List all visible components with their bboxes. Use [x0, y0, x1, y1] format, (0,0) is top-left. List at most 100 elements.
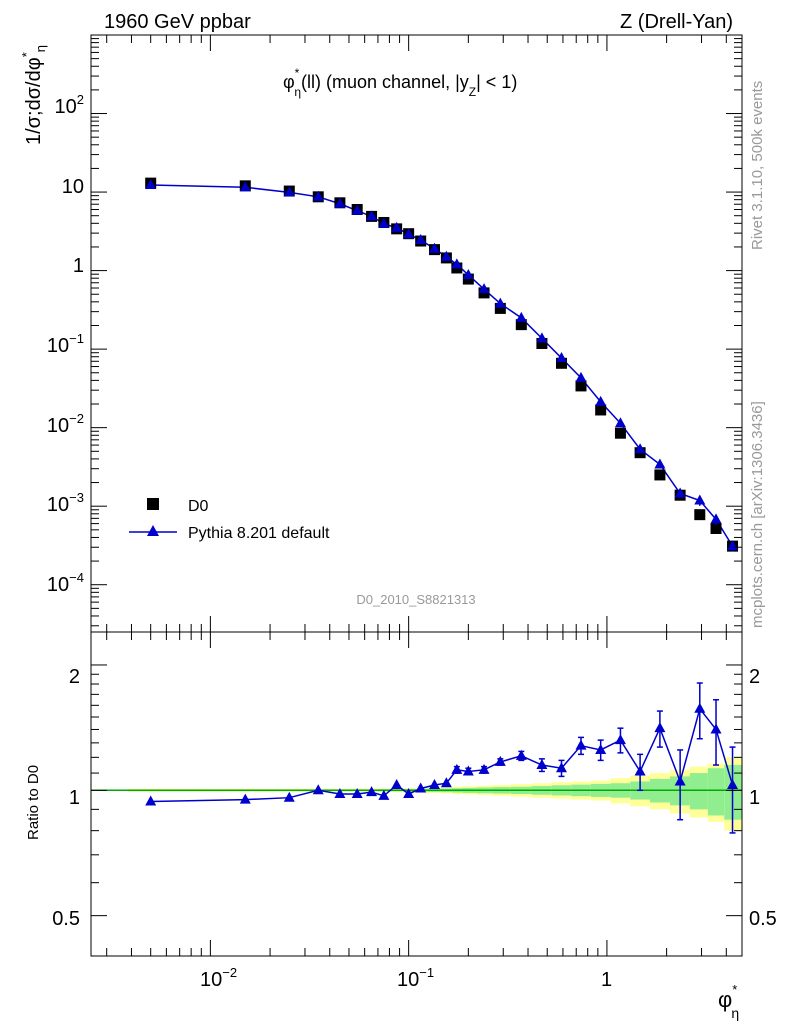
ratio-point — [727, 778, 739, 789]
ratio-point — [478, 763, 490, 774]
main-panel — [91, 35, 742, 632]
pythia-point — [428, 242, 440, 253]
ratio-point — [536, 759, 548, 770]
stat-uncertainty-bin — [689, 773, 708, 810]
pythia-point — [674, 487, 686, 498]
y-tick-label: 1 — [73, 255, 84, 277]
ratio-tick-label-right: 2 — [749, 666, 760, 688]
pythia-point — [575, 371, 587, 382]
ratio-point — [378, 789, 390, 800]
ratio-point — [634, 765, 646, 776]
ratio-point — [674, 775, 686, 786]
ratio-point — [654, 722, 666, 733]
x-tick-labels: 10−2 10−1 1 — [200, 965, 612, 991]
x-axis-title: φ* η — [718, 982, 739, 1021]
energy-label: 1960 GeV ppbar — [104, 11, 251, 33]
pythia-point — [451, 258, 463, 269]
legend-pythia-label: Pythia 8.201 default — [188, 525, 330, 542]
legend: D0 Pythia 8.201 default — [129, 498, 330, 542]
ratio-point — [451, 763, 463, 774]
ratio-data-points — [145, 682, 739, 834]
axis-ticks — [91, 34, 742, 956]
ratio-point — [614, 734, 626, 745]
y-tick-label: 10−3 — [47, 490, 84, 516]
pythia-point — [283, 186, 295, 197]
legend-d0-label: D0 — [188, 498, 209, 515]
main-data-points — [145, 177, 739, 552]
d0-point — [462, 273, 474, 285]
d0-point — [710, 522, 722, 534]
pythia-point — [403, 228, 415, 239]
pythia-point — [694, 494, 706, 505]
mcplots-label: mcplots.cern.ch [arXiv:1306.3436] — [749, 401, 766, 628]
pythia-point — [634, 443, 646, 454]
ratio-point — [595, 743, 607, 754]
analysis-id: D0_2010_S8821313 — [356, 592, 475, 607]
d0-point — [515, 319, 527, 331]
ratio-tick-labels: 2 1 0.5 2 1 0.5 — [52, 666, 777, 930]
ratio-tick-label: 2 — [69, 666, 80, 688]
y-tick-label: 10 — [62, 176, 84, 198]
pythia-point — [440, 250, 452, 261]
y-tick-labels: 102 10 1 10−1 10−2 10−3 10−4 — [47, 92, 84, 596]
stat-uncertainty-bin — [707, 768, 725, 816]
pythia-point — [515, 311, 527, 322]
d0-point — [614, 427, 626, 439]
ratio-point — [415, 782, 427, 793]
pythia-point — [494, 297, 506, 308]
d0-point — [494, 302, 506, 314]
ratio-point — [145, 795, 157, 806]
x-tick-label: 10−2 — [200, 965, 237, 991]
y-tick-label: 10−1 — [47, 331, 84, 357]
ratio-point — [312, 784, 324, 795]
pythia-point — [334, 197, 346, 208]
ratio-point — [575, 739, 587, 750]
pythia-point — [145, 179, 157, 190]
ratio-point — [334, 787, 346, 798]
ratio-tick-label: 1 — [69, 787, 80, 809]
legend-pythia-marker — [147, 525, 159, 536]
ratio-frame — [90, 631, 743, 957]
x-tick-label: 10−1 — [397, 965, 434, 991]
d0-point — [575, 380, 587, 392]
pythia-point — [536, 332, 548, 343]
pythia-point — [555, 352, 567, 363]
ratio-point — [391, 778, 403, 789]
y-tick-label: 10−2 — [47, 411, 84, 437]
pythia-point — [654, 458, 666, 469]
process-label: Z (Drell-Yan) — [620, 11, 733, 33]
ratio-point — [351, 787, 363, 798]
d0-point — [536, 337, 548, 349]
plot-title: φ* η(ll) (muon channel, |yZ| < 1) — [283, 66, 517, 99]
pythia-point — [239, 181, 251, 192]
d0-point — [694, 509, 706, 521]
pythia-point — [478, 283, 490, 294]
ratio-point — [283, 791, 295, 802]
ratio-point — [462, 765, 474, 776]
ratio-point — [515, 749, 527, 760]
ratio-y-axis-title: Ratio to D0 — [25, 765, 42, 840]
ratio-point — [440, 777, 452, 788]
ratio-point — [428, 778, 440, 789]
y-tick-label: 102 — [55, 92, 84, 118]
ratio-point — [403, 787, 415, 798]
ratio-tick-label: 0.5 — [52, 908, 80, 930]
y-axis-title: 1/σ;dσ/dφ*η — [19, 45, 48, 145]
pythia-point — [595, 395, 607, 406]
pythia-point — [351, 204, 363, 215]
pythia-point — [366, 210, 378, 221]
ratio-point — [366, 786, 378, 797]
pythia-point — [710, 513, 722, 524]
d0-point — [555, 357, 567, 369]
ratio-tick-label-right: 1 — [749, 787, 760, 809]
d0-point — [595, 404, 607, 416]
ratio-tick-label-right: 0.5 — [749, 908, 777, 930]
ratio-point — [710, 723, 722, 734]
pythia-point — [415, 234, 427, 245]
d0-point — [654, 469, 666, 481]
legend-d0-marker — [147, 498, 159, 510]
pythia-point — [378, 217, 390, 228]
x-tick-label: 1 — [601, 969, 612, 991]
ratio-point — [694, 702, 706, 713]
